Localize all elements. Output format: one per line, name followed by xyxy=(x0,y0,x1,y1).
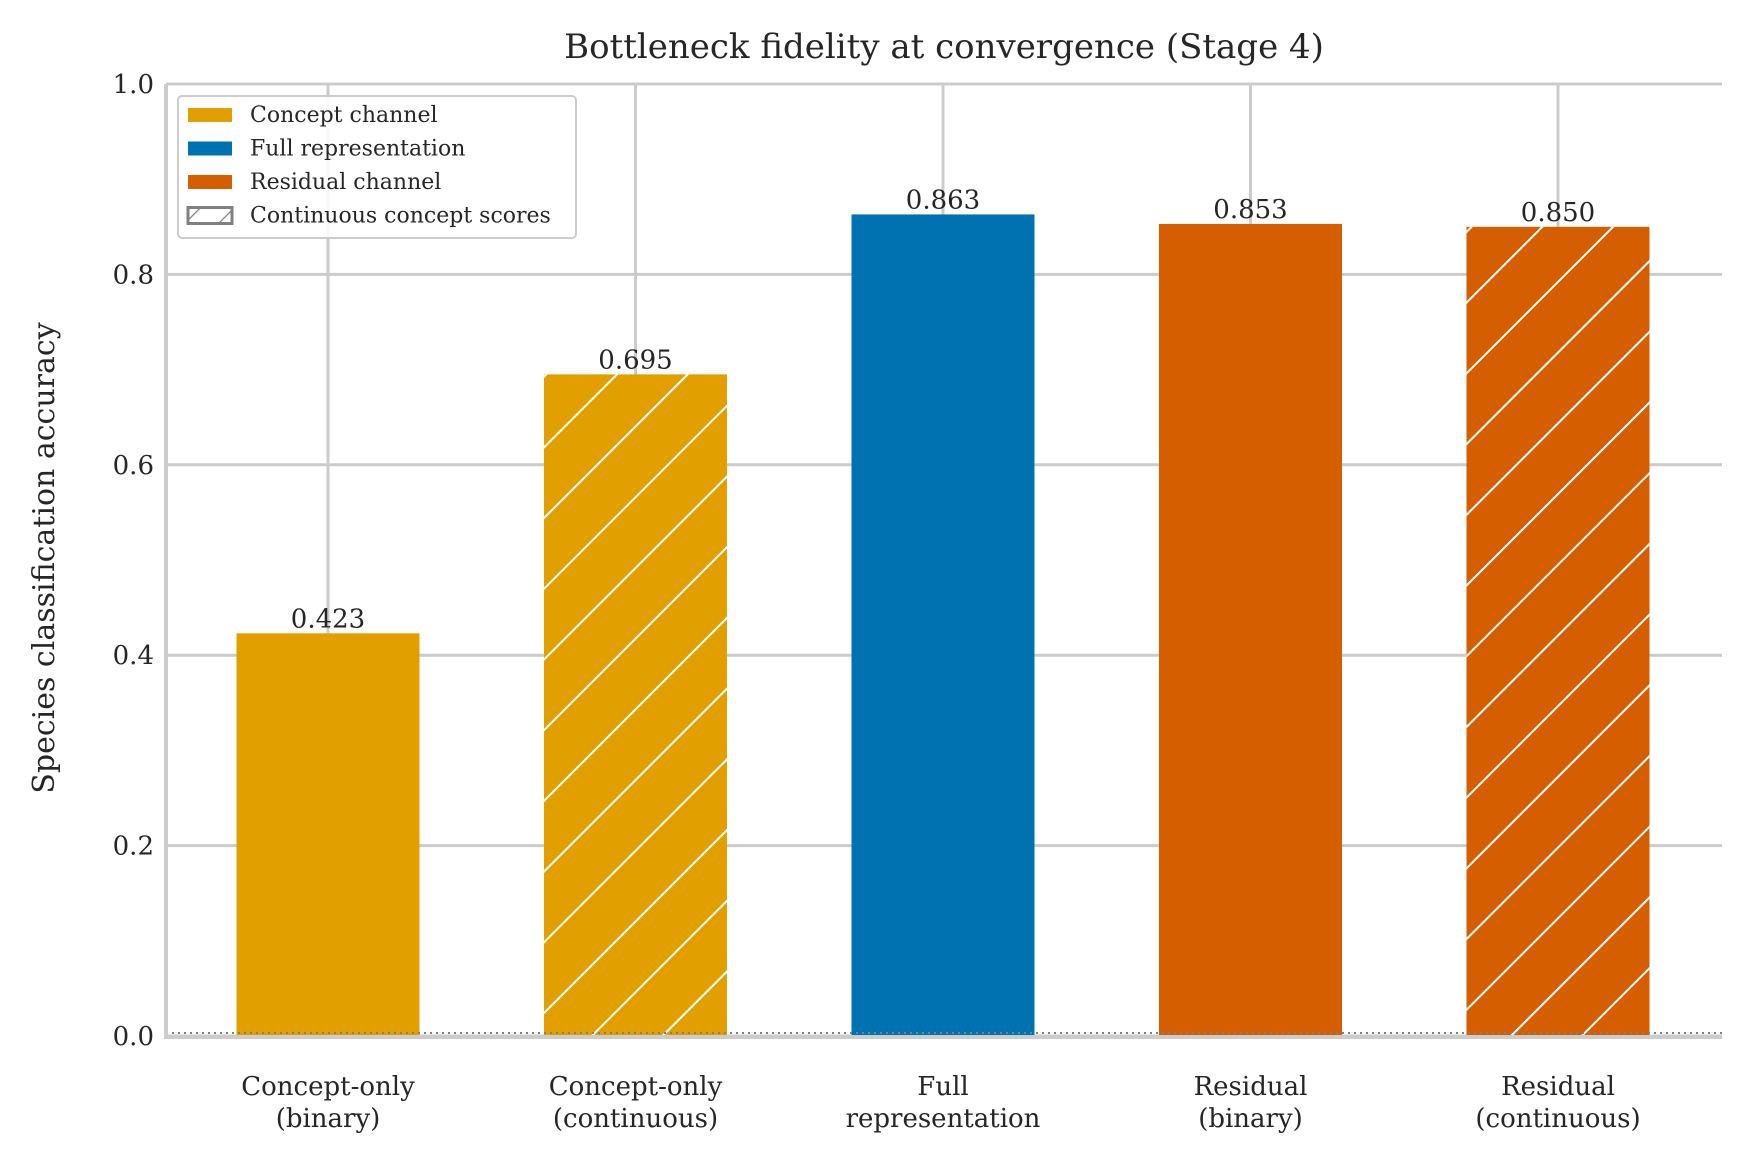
x-tick-label: (continuous) xyxy=(1475,1104,1640,1134)
x-tick-label: (binary) xyxy=(276,1104,381,1134)
bar-hatch xyxy=(1466,226,1650,1037)
x-tick-label: Residual xyxy=(1501,1072,1615,1102)
legend-label: Full representation xyxy=(250,137,465,162)
bar-value-label: 0.850 xyxy=(1521,198,1595,228)
y-tick-label: 0.4 xyxy=(113,641,154,671)
legend-label: Continuous concept scores xyxy=(250,204,551,229)
legend-swatch-hatch xyxy=(188,207,232,224)
bar xyxy=(851,214,1035,1036)
y-tick-label: 0.0 xyxy=(113,1022,154,1052)
bar-value-label: 0.423 xyxy=(291,604,365,634)
bar-hatch xyxy=(544,374,727,1036)
bar xyxy=(236,633,420,1036)
bar-value-label: 0.863 xyxy=(906,185,980,215)
y-tick-label: 0.8 xyxy=(113,260,154,290)
x-tick-label: representation xyxy=(846,1104,1041,1134)
bar xyxy=(1159,223,1342,1037)
x-tick-label: Full xyxy=(917,1072,968,1102)
x-tick-label: Residual xyxy=(1194,1072,1308,1102)
legend-swatch xyxy=(188,141,232,156)
bar-value-label: 0.695 xyxy=(598,345,672,375)
y-tick-label: 0.6 xyxy=(113,451,154,481)
legend: Concept channel Full representation Residu… xyxy=(177,95,577,239)
bar-value-label: 0.853 xyxy=(1213,195,1287,225)
legend-label: Concept channel xyxy=(250,103,438,128)
x-tick-label: (binary) xyxy=(1198,1104,1303,1134)
x-tick-label: Concept-only xyxy=(241,1072,415,1102)
chart-title: Bottleneck fidelity at convergence (Stag… xyxy=(564,27,1324,67)
y-tick-label: 0.2 xyxy=(113,832,154,862)
x-tick-label: (continuous) xyxy=(553,1104,718,1134)
legend-label: Residual channel xyxy=(250,170,441,195)
legend-frame xyxy=(177,95,577,239)
legend-swatch xyxy=(188,175,232,189)
x-tick-label: Concept-only xyxy=(549,1072,723,1102)
y-tick-label: 1.0 xyxy=(113,70,154,100)
legend-swatch xyxy=(188,108,232,122)
y-axis-label: Species classification accuracy xyxy=(27,322,62,793)
